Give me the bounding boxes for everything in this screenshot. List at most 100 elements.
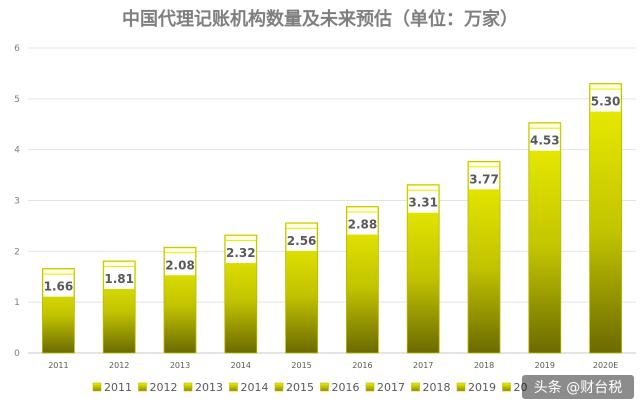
legend-item-2013: 2013 — [183, 381, 223, 394]
legend-item-2016: 2016 — [320, 381, 360, 394]
x-tick-label-2017: 2017 — [413, 361, 433, 370]
legend-swatch-2012 — [138, 382, 147, 392]
data-label-2016: 2.88 — [348, 218, 378, 232]
legend-swatch-2019 — [456, 382, 466, 392]
data-label-2014: 2.32 — [226, 246, 256, 260]
data-label-2013: 2.08 — [165, 258, 195, 272]
legend-swatch-2011 — [92, 382, 102, 392]
bar-group-2019: 4.53 — [528, 122, 562, 354]
data-label-box-2015 — [286, 228, 317, 251]
data-label-2017: 3.31 — [408, 196, 438, 210]
y-tick-label-5: 5 — [14, 95, 20, 105]
legend-label-2014: 2014 — [241, 381, 269, 394]
bar-2018 — [467, 160, 501, 354]
x-tick-label-2019: 2019 — [535, 361, 555, 370]
bar-group-2020E: 5.30 — [589, 83, 622, 354]
bar-cap-2013 — [165, 248, 195, 253]
legend-item-2017: 2017 — [365, 381, 405, 394]
bar-cap-2011 — [43, 269, 74, 274]
bar-cap-2012 — [104, 261, 135, 266]
legend-item-2015: 2015 — [274, 381, 314, 394]
x-tick-label-2013: 2013 — [170, 361, 190, 370]
bar-cap-2020E — [590, 84, 621, 89]
legend-swatch-2016 — [320, 382, 329, 392]
chart-title: 中国代理记账机构数量及未来预估（单位：万家） — [122, 8, 518, 30]
legend-label-2019: 2019 — [468, 381, 496, 394]
watermark: 头条 @财台税 — [522, 375, 634, 399]
data-label-box-2013 — [165, 253, 195, 276]
legend-item-2019: 2019 — [456, 381, 496, 394]
y-axis: 0 1 2 3 4 5 6 — [14, 44, 20, 359]
data-label-2019: 4.53 — [530, 134, 560, 148]
x-tick-label-2018: 2018 — [474, 361, 494, 370]
legend-label-2015: 2015 — [286, 381, 314, 394]
legend-item-20: 20 — [502, 381, 528, 394]
legend-swatch-2014 — [229, 382, 238, 392]
legend-item-2014: 2014 — [229, 381, 269, 394]
bar-cap-2014 — [225, 236, 256, 241]
y-tick-label-3: 3 — [14, 197, 20, 207]
x-tick-label-2015: 2015 — [291, 361, 311, 370]
legend-label-2012: 2012 — [150, 381, 178, 394]
data-label-box-2012 — [104, 266, 135, 289]
data-label-box-2016 — [347, 212, 378, 235]
bar-group-2018: 3.77 — [467, 160, 501, 354]
bar-group-2011: 1.66 — [42, 268, 75, 354]
watermark-text: 头条 @财台税 — [534, 379, 622, 396]
legend-label-2011: 2011 — [104, 381, 132, 394]
legend-label-20: 20 — [514, 381, 528, 394]
x-tick-label-2011: 2011 — [48, 361, 68, 370]
legend-label-2017: 2017 — [377, 381, 405, 394]
bar-group-2016: 2.88 — [345, 206, 379, 354]
x-tick-label-2020E: 2020E — [593, 361, 618, 370]
bar-cap-2016 — [347, 207, 378, 212]
bar-cap-2019 — [529, 123, 560, 128]
legend-swatch-20 — [502, 382, 511, 392]
data-label-box-2014 — [225, 241, 256, 264]
bar-group-2012: 1.81 — [102, 260, 136, 354]
legend-item-2018: 2018 — [411, 381, 451, 394]
x-axis: 2011 2012 2013 2014 2015 2016 2017 2018 2019 2020… — [48, 361, 618, 370]
x-tick-label-2012: 2012 — [109, 361, 129, 370]
x-tick-label-2014: 2014 — [231, 361, 251, 370]
bar-group-2017: 3.31 — [406, 184, 440, 354]
y-tick-label-1: 1 — [14, 298, 20, 308]
bar-group-2015: 2.56 — [285, 222, 319, 354]
data-label-box-2020E — [590, 89, 621, 112]
y-tick-label-2: 2 — [14, 247, 20, 257]
data-label-box-2018 — [469, 167, 499, 190]
legend-item-2011: 2011 — [92, 381, 132, 394]
x-tick-label-2016: 2016 — [352, 361, 372, 370]
data-label-2020E: 5.30 — [591, 95, 621, 109]
bar-cap-2015 — [286, 223, 317, 228]
data-label-box-2019 — [529, 128, 560, 151]
legend: 2011 2012 2013 2014 2015 2016 2017 2018 2019 20 — [92, 381, 528, 394]
watermark-background — [522, 375, 634, 399]
bar-2020E — [589, 83, 622, 354]
legend-label-2016: 2016 — [332, 381, 360, 394]
data-label-2018: 3.77 — [469, 172, 499, 186]
legend-label-2018: 2018 — [423, 381, 451, 394]
bar-2019 — [528, 122, 562, 354]
bars: 1.66 1.81 2.08 2.32 2.56 2.88 3.31 3.77 4.53 5.30 — [42, 83, 622, 354]
legend-swatch-2013 — [183, 382, 193, 392]
y-tick-label-0: 0 — [14, 349, 20, 359]
data-label-2011: 1.66 — [44, 280, 74, 294]
y-tick-label-4: 4 — [14, 146, 20, 156]
bar-group-2014: 2.32 — [224, 234, 258, 354]
bar-2017 — [406, 184, 440, 354]
data-label-2015: 2.56 — [287, 234, 317, 248]
legend-item-2012: 2012 — [138, 381, 178, 394]
data-label-box-2017 — [408, 190, 439, 213]
bar-cap-2018 — [469, 162, 499, 167]
legend-swatch-2017 — [365, 382, 375, 392]
bar-group-2013: 2.08 — [163, 246, 197, 354]
legend-label-2013: 2013 — [195, 381, 223, 394]
y-tick-label-6: 6 — [14, 44, 20, 54]
bar-cap-2017 — [408, 185, 439, 190]
legend-swatch-2015 — [274, 382, 284, 392]
data-label-box-2011 — [43, 274, 74, 297]
legend-swatch-2018 — [411, 382, 420, 392]
data-label-2012: 1.81 — [104, 272, 134, 286]
